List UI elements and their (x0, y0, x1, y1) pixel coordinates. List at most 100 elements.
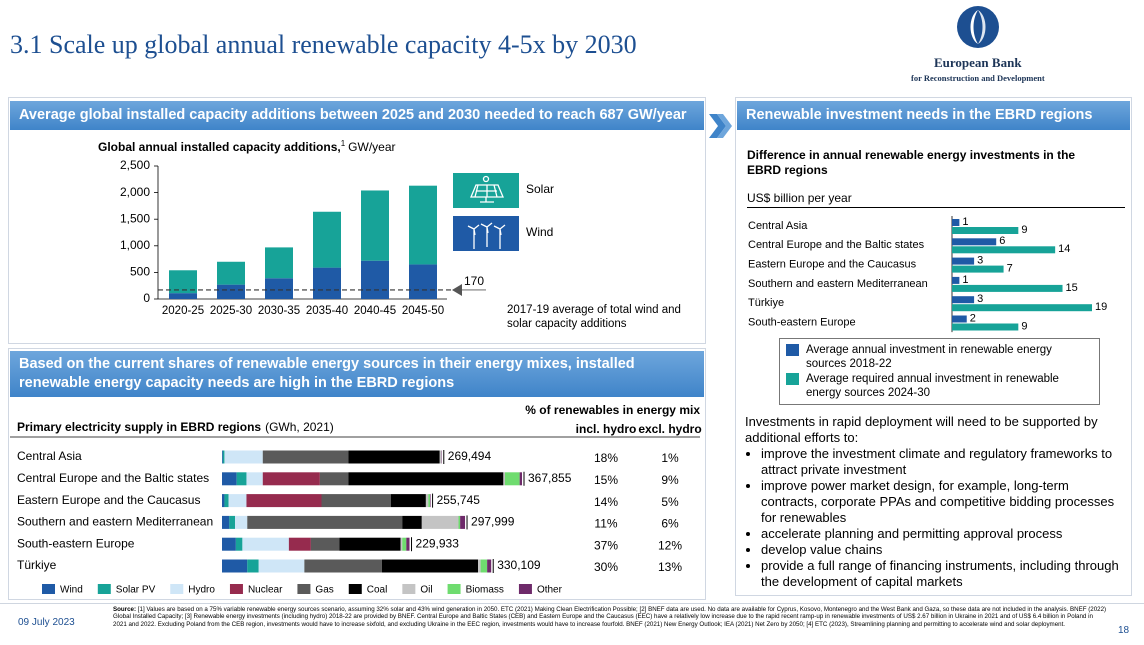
table-column: incl. hydro (576, 422, 637, 436)
bar-segment (265, 278, 293, 299)
legend-swatch (42, 584, 55, 594)
source-text: [1] Values are based on a 75% variable r… (113, 606, 1107, 628)
value-label: 14 (1058, 243, 1070, 255)
legend-swatch (97, 584, 111, 594)
total-label: 330,109 (497, 558, 541, 572)
bar-segment (460, 515, 466, 529)
bar (952, 238, 997, 246)
category-label: Southern and eastern Mediterranean (17, 515, 213, 529)
bar-segment (222, 515, 230, 529)
title-note: 1 (341, 139, 346, 148)
bar (952, 246, 1056, 254)
chevron-shape (717, 114, 732, 138)
bar-segment (348, 450, 440, 464)
icon (470, 184, 504, 203)
page-number: 18 (1118, 625, 1130, 636)
bar (952, 304, 1092, 312)
bar-segment (381, 559, 479, 573)
bar-segment (222, 472, 237, 486)
chart-title: Primary electricity supply in EBRD regio… (17, 420, 261, 434)
bar-segment (458, 515, 461, 529)
x-tick-label: 2045-50 (402, 305, 444, 317)
bar-segment (478, 559, 481, 573)
table-value: 6% (661, 517, 679, 531)
value-label: 1 (962, 216, 968, 228)
legend-label: Average annual investment in renewable e… (806, 344, 1052, 370)
bullet-item: accelerate planning and permitting appro… (761, 526, 1127, 542)
chart-title: Primary electricity supply in EBRD regio… (17, 420, 334, 434)
bar-segment (265, 247, 293, 279)
bar-segment (409, 264, 437, 299)
legend-label: Gas (315, 585, 333, 596)
category-label: Türkiye (748, 297, 784, 309)
value-label: 7 (1007, 263, 1013, 275)
bullet-item: improve power market design, for example… (761, 478, 1127, 526)
table-value: 11% (594, 517, 617, 531)
value-label: 9 (1021, 320, 1027, 332)
bar-segment (169, 270, 197, 294)
legend-label: Other (537, 585, 563, 596)
total-label: 367,855 (528, 471, 572, 485)
value-label: 2 (970, 312, 976, 324)
table-column: excl. hydro (638, 422, 701, 436)
value-label: 19 (1095, 301, 1107, 313)
legend-swatch (348, 584, 362, 594)
table-value: 14% (594, 495, 618, 509)
legend-item: Average required annual investment in re… (786, 372, 1093, 400)
bar-segment (402, 537, 407, 551)
slide-title: 3.1 Scale up global annual renewable cap… (10, 30, 637, 59)
chevron (709, 114, 732, 138)
bar-segment (361, 190, 389, 261)
bar-segment (504, 472, 520, 486)
table-value: 15% (594, 473, 618, 487)
bar-segment (242, 537, 289, 551)
rule (0, 603, 1144, 604)
table-title: % of renewables in energy mix (525, 403, 700, 417)
bar-segment (224, 494, 229, 508)
chart: Central Asia Central Europe and the Balti… (748, 216, 1107, 333)
total-label: 229,933 (416, 536, 460, 550)
legend-swatch (453, 216, 519, 251)
rule (747, 207, 1125, 208)
bar-segment (428, 494, 430, 508)
bar-segment (224, 450, 263, 464)
category-label: Türkiye (17, 558, 57, 572)
total-label: 269,494 (448, 449, 492, 463)
value-label: 9 (1021, 224, 1027, 236)
chart-title: Global annual installed capacity additio… (98, 139, 396, 154)
bar (952, 284, 1063, 292)
y-tick-label: 1,500 (120, 211, 150, 225)
legend-swatch (402, 584, 416, 594)
legend-label: Solar (526, 182, 554, 196)
bar-segment (169, 293, 197, 299)
bar-segment (222, 494, 225, 508)
value-label: 1 (962, 274, 968, 286)
value-label: 15 (1066, 282, 1078, 294)
logo-subtitle: for Reconstruction and Development (911, 73, 1045, 83)
table-value: 13% (658, 560, 682, 574)
total-label: 297,999 (471, 515, 515, 529)
category-label: Central Asia (17, 449, 82, 463)
y-tick-label: 500 (130, 265, 150, 279)
reference-label: 170 (464, 274, 484, 288)
legend-swatch (786, 373, 799, 385)
bar (952, 276, 960, 284)
chevron-shape (709, 114, 726, 138)
bar-segment (319, 472, 349, 486)
panel-header: Based on the current shares of renewable… (10, 351, 704, 397)
category-label: Eastern Europe and the Caucasus (748, 259, 917, 271)
bar (952, 323, 1019, 331)
bar-segment (247, 559, 259, 573)
source: Source: [1] Values are based on a 75% va… (113, 606, 1108, 628)
title-unit: (GWh, 2021) (265, 420, 334, 434)
x-tick-label: 2035-40 (306, 305, 348, 317)
y-tick-label: 2,500 (120, 158, 150, 172)
bar-segment (222, 559, 248, 573)
bar-segment (439, 450, 442, 464)
legend-label: Oil (420, 585, 432, 596)
bar-segment (313, 211, 341, 268)
x-tick-label: 2030-35 (258, 305, 300, 317)
bar-segment (429, 494, 431, 508)
logo-circle (957, 6, 999, 48)
reference-arrow (452, 283, 462, 296)
